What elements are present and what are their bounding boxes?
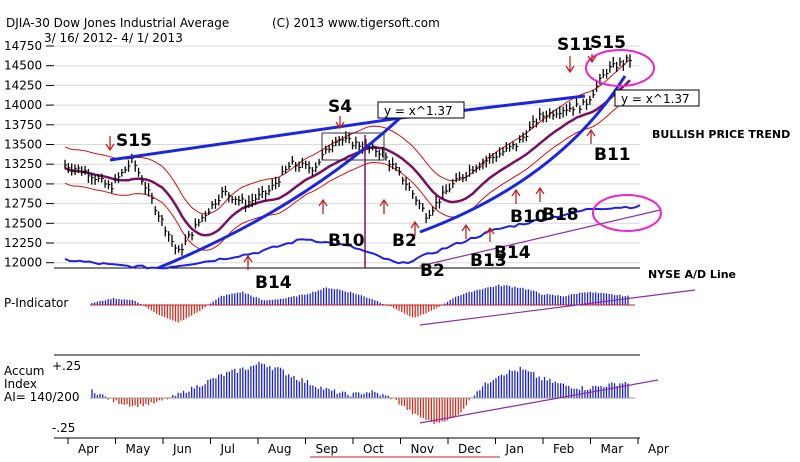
trendlines bbox=[109, 75, 627, 270]
x-tick-label: Oct bbox=[363, 442, 384, 456]
signal-label: B18 bbox=[542, 205, 579, 225]
y-tick-label: 13000 bbox=[4, 177, 42, 191]
ad-support-line bbox=[419, 209, 661, 267]
signal-label: B13 bbox=[470, 251, 507, 271]
signal-label: S4 bbox=[328, 97, 352, 117]
y-tick-label: 12000 bbox=[4, 256, 42, 270]
chart-title: DJIA-30 Dow Jones Industrial Average bbox=[6, 16, 229, 30]
signal-arrow-head bbox=[105, 143, 115, 152]
accum-histogram bbox=[91, 361, 629, 425]
copyright: (C) 2013 www.tigersoft.com bbox=[272, 16, 440, 30]
x-tick-label: Sep bbox=[316, 442, 339, 456]
y-tick-label: 13750 bbox=[4, 118, 42, 132]
highlight-circle-ad bbox=[592, 194, 662, 232]
trendline-parabolic-1 bbox=[157, 116, 402, 270]
trend-caption: BULLISH PRICE TREND bbox=[652, 128, 790, 141]
lower-band bbox=[64, 94, 631, 251]
trend-label-2: y = x^1.37 bbox=[621, 92, 690, 106]
signal-label: S15 bbox=[590, 33, 626, 53]
signal-arrow-head bbox=[318, 198, 328, 207]
signal-label: B2 bbox=[420, 261, 445, 281]
accum-label-3: AI= 140/200 bbox=[4, 390, 79, 404]
price-axis: 14750 14500 14250 14000 13750 13500 13250 13000… bbox=[4, 39, 54, 270]
signal-label: B2 bbox=[392, 231, 417, 251]
y-tick-label: 13500 bbox=[4, 138, 42, 152]
signal-arrow-head bbox=[586, 128, 596, 137]
x-tick-label: May bbox=[126, 442, 151, 456]
ad-line bbox=[64, 204, 641, 270]
signal-label: B14 bbox=[255, 273, 292, 293]
ad-line-label: NYSE A/D Line bbox=[648, 268, 736, 281]
x-tick-label: Apr bbox=[648, 442, 669, 456]
signal-arrow-head bbox=[243, 254, 253, 263]
x-tick-label: Jul bbox=[220, 442, 235, 456]
y-tick-label: 14500 bbox=[4, 59, 42, 73]
signal-label: B14 bbox=[494, 243, 531, 263]
trend-label-box-1 bbox=[377, 101, 465, 119]
y-tick-label: 12500 bbox=[4, 216, 42, 230]
x-tick-label: Dec bbox=[458, 442, 481, 456]
signal-label: B10 bbox=[328, 231, 365, 251]
y-tick-label: 13250 bbox=[4, 157, 42, 171]
trendline-upper-1 bbox=[109, 116, 401, 162]
trend-label-box-2 bbox=[614, 89, 700, 107]
signal-label: B11 bbox=[594, 145, 631, 165]
signal-label: S15 bbox=[116, 131, 152, 151]
consolidation-box bbox=[321, 132, 385, 161]
x-tick-label: Apr bbox=[78, 442, 99, 456]
accum-trend bbox=[419, 379, 659, 424]
signal-label: B10 bbox=[510, 207, 547, 227]
signal-arrow-head bbox=[485, 226, 495, 235]
y-tick-label: 14250 bbox=[4, 78, 42, 92]
signal-arrow-head bbox=[379, 198, 389, 207]
p-indicator-label: P-Indicator bbox=[4, 296, 68, 310]
signal-arrow-head bbox=[511, 188, 521, 197]
date-range: 3/ 16/ 2012- 4/ 1/ 2013 bbox=[44, 31, 183, 45]
p-indicator-histogram bbox=[91, 284, 629, 323]
x-tick-label: Feb bbox=[553, 442, 574, 456]
signal-arrow-head bbox=[565, 65, 575, 74]
accum-bottom-label: -.25 bbox=[52, 421, 75, 435]
signal-arrow-head bbox=[535, 186, 545, 195]
y-tick-label: 12250 bbox=[4, 236, 42, 250]
x-tick-label: Aug bbox=[268, 442, 291, 456]
signal-arrow-head bbox=[587, 55, 597, 64]
y-tick-label: 14000 bbox=[4, 98, 42, 112]
signal-arrow-head bbox=[461, 223, 471, 232]
month-axis: Apr May Jun Jul Aug Sep Oct Nov Dec Jan Feb Mar Apr bbox=[67, 438, 669, 456]
trend-label-1: y = x^1.37 bbox=[384, 104, 453, 118]
accum-label-2: Index bbox=[4, 377, 37, 391]
x-tick-label: Nov bbox=[411, 442, 434, 456]
price-bars bbox=[64, 54, 632, 256]
x-tick-label: Jan bbox=[505, 442, 525, 456]
x-tick-label: Mar bbox=[601, 442, 624, 456]
y-tick-label: 12750 bbox=[4, 197, 42, 211]
signal-label: S11 bbox=[557, 35, 593, 55]
signal-arrow-head bbox=[335, 121, 345, 130]
moving-average bbox=[64, 79, 631, 237]
trendline-parabolic-2 bbox=[419, 75, 627, 234]
x-tick-label: Jun bbox=[172, 442, 192, 456]
accum-top-label: +.25 bbox=[52, 359, 81, 373]
signal-arrow-head bbox=[410, 220, 420, 229]
accum-label-1: Accum bbox=[4, 364, 45, 378]
highlight-circle-top bbox=[585, 49, 655, 87]
p-indicator-trend bbox=[419, 289, 696, 326]
y-tick-label: 14750 bbox=[4, 39, 42, 53]
